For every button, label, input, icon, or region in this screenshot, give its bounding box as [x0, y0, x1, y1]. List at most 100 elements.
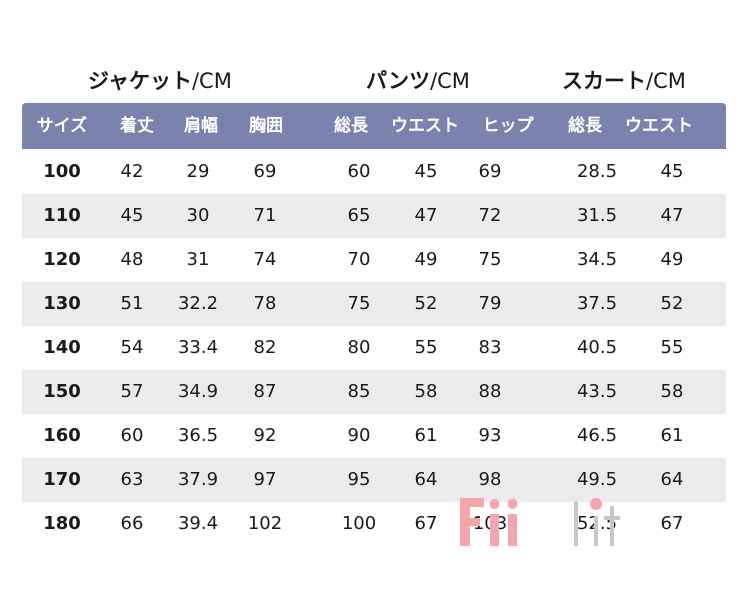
cell-size: 150	[43, 381, 81, 402]
cell-skirt-length: 28.5	[576, 161, 618, 182]
table-row: 120 48 31 74 70 49 75 34.5 49	[22, 238, 726, 282]
cell-jacket-length: 57	[120, 381, 144, 402]
cell-jacket-length: 42	[120, 161, 144, 182]
cell-pants-length: 70	[347, 249, 371, 270]
cell-pants-length: 60	[347, 161, 371, 182]
cell-pants-length: 100	[341, 513, 377, 534]
cell-jacket-length: 45	[120, 205, 144, 226]
cell-pants-length: 85	[347, 381, 371, 402]
cell-size: 170	[43, 469, 81, 490]
cell-skirt-length: 49.5	[576, 469, 618, 490]
cell-chest: 78	[253, 293, 277, 314]
cell-skirt-waist: 64	[660, 469, 684, 490]
cell-size: 110	[43, 205, 81, 226]
table-row: 150 57 34.9 87 85 58 88 43.5 58	[22, 370, 726, 414]
cell-pants-waist: 58	[414, 381, 438, 402]
jacket-group-title: ジャケット/CM	[88, 64, 232, 98]
header-hip: ヒップ	[482, 116, 534, 136]
cell-pants-length: 80	[347, 337, 371, 358]
cell-hip: 88	[478, 381, 502, 402]
cell-chest: 74	[253, 249, 277, 270]
header-chest: 胸囲	[249, 116, 283, 136]
cell-pants-waist: 67	[414, 513, 438, 534]
cell-shoulder: 39.4	[177, 513, 219, 534]
skirt-unit: /CM	[646, 69, 686, 93]
cell-jacket-length: 60	[120, 425, 144, 446]
cell-skirt-length: 52.5	[576, 513, 618, 534]
cell-skirt-waist: 61	[660, 425, 684, 446]
table-row: 180 66 39.4 102 100 67 103 52.5 67	[22, 502, 726, 546]
cell-hip: 79	[478, 293, 502, 314]
jacket-title: ジャケット	[88, 69, 192, 93]
cell-skirt-waist: 52	[660, 293, 684, 314]
cell-pants-waist: 64	[414, 469, 438, 490]
cell-size: 140	[43, 337, 81, 358]
cell-size: 180	[43, 513, 81, 534]
cell-shoulder: 29	[186, 161, 210, 182]
cell-skirt-waist: 67	[660, 513, 684, 534]
cell-hip: 98	[478, 469, 502, 490]
cell-skirt-length: 40.5	[576, 337, 618, 358]
cell-skirt-length: 31.5	[576, 205, 618, 226]
cell-shoulder: 30	[186, 205, 210, 226]
cell-skirt-length: 34.5	[576, 249, 618, 270]
cell-jacket-length: 54	[120, 337, 144, 358]
cell-size: 160	[43, 425, 81, 446]
jacket-unit: /CM	[191, 69, 232, 93]
cell-hip: 72	[478, 205, 502, 226]
cell-shoulder: 32.2	[177, 293, 219, 314]
cell-shoulder: 33.4	[177, 337, 219, 358]
cell-chest: 92	[253, 425, 277, 446]
cell-pants-length: 90	[347, 425, 371, 446]
cell-chest: 102	[247, 513, 283, 534]
table-row: 110 45 30 71 65 47 72 31.5 47	[22, 194, 726, 238]
cell-pants-length: 95	[347, 469, 371, 490]
cell-skirt-length: 46.5	[576, 425, 618, 446]
skirt-group-title: スカート/CM	[562, 64, 686, 98]
cell-pants-length: 75	[347, 293, 371, 314]
cell-chest: 87	[253, 381, 277, 402]
header-skirt-length: 総長	[568, 116, 602, 136]
table-row: 100 42 29 69 60 45 69 28.5 45	[22, 150, 726, 194]
cell-size: 130	[43, 293, 81, 314]
cell-jacket-length: 66	[120, 513, 144, 534]
cell-jacket-length: 51	[120, 293, 144, 314]
cell-chest: 71	[253, 205, 277, 226]
table-row: 130 51 32.2 78 75 52 79 37.5 52	[22, 282, 726, 326]
cell-pants-waist: 61	[414, 425, 438, 446]
header-jacket-length: 着丈	[120, 116, 154, 136]
cell-skirt-waist: 55	[660, 337, 684, 358]
cell-hip: 93	[478, 425, 502, 446]
cell-jacket-length: 48	[120, 249, 144, 270]
cell-shoulder: 36.5	[177, 425, 219, 446]
cell-hip: 69	[478, 161, 502, 182]
cell-shoulder: 37.9	[177, 469, 219, 490]
header-shoulder: 肩幅	[184, 116, 218, 136]
header-pants-length: 総長	[334, 116, 368, 136]
pants-title: パンツ	[366, 69, 431, 93]
cell-pants-waist: 55	[414, 337, 438, 358]
cell-size: 100	[43, 161, 81, 182]
cell-hip: 75	[478, 249, 502, 270]
cell-pants-length: 65	[347, 205, 371, 226]
cell-hip: 83	[478, 337, 502, 358]
cell-chest: 69	[253, 161, 277, 182]
cell-skirt-waist: 49	[660, 249, 684, 270]
skirt-title: スカート	[562, 69, 646, 93]
cell-skirt-length: 43.5	[576, 381, 618, 402]
cell-shoulder: 31	[186, 249, 210, 270]
table-row: 140 54 33.4 82 80 55 83 40.5 55	[22, 326, 726, 370]
table-row: 170 63 37.9 97 95 64 98 49.5 64	[22, 458, 726, 502]
cell-skirt-waist: 45	[660, 161, 684, 182]
pants-unit: /CM	[430, 69, 470, 93]
cell-pants-waist: 49	[414, 249, 438, 270]
cell-jacket-length: 63	[120, 469, 144, 490]
table-row: 160 60 36.5 92 90 61 93 46.5 61	[22, 414, 726, 458]
header-skirt-waist: ウエスト	[625, 116, 693, 136]
header-size: サイズ	[36, 116, 88, 136]
cell-size: 120	[43, 249, 81, 270]
cell-pants-waist: 47	[414, 205, 438, 226]
table-header-bar	[22, 103, 726, 149]
cell-skirt-length: 37.5	[576, 293, 618, 314]
cell-pants-waist: 52	[414, 293, 438, 314]
